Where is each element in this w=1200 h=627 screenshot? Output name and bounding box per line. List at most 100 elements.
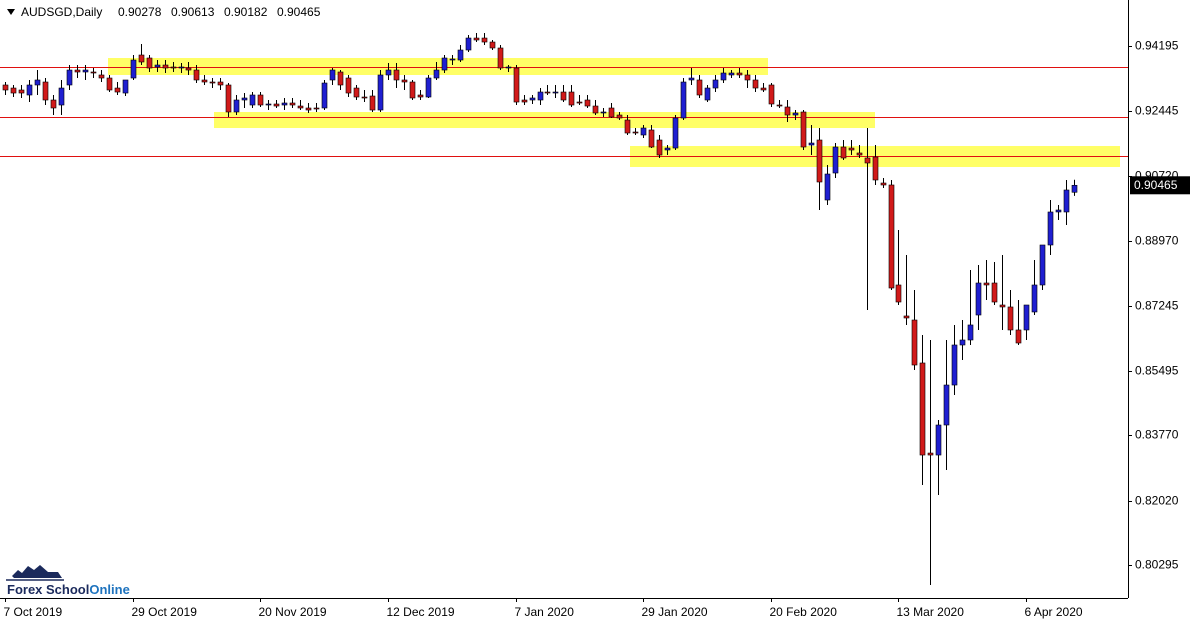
y-tick-label: 0.83770	[1135, 428, 1179, 442]
symbol: AUDSGD,Daily	[21, 5, 102, 19]
candle-body-up	[600, 111, 607, 114]
candle-body-up	[377, 74, 384, 111]
candle-body-down	[784, 106, 791, 116]
candle-body-down	[50, 99, 57, 109]
candle-body-down	[74, 69, 81, 73]
candle-body-down	[648, 129, 655, 148]
candle-body-up	[824, 173, 831, 201]
candle-body-up	[457, 49, 464, 61]
candle-body-down	[146, 57, 153, 69]
candle-body-up	[959, 339, 966, 346]
candle-body-up	[385, 69, 392, 76]
candle-body-down	[560, 91, 567, 101]
candle-body-up	[967, 324, 974, 341]
candle-body-up	[122, 79, 129, 94]
candle-body-down	[106, 77, 113, 91]
candle-body-down	[760, 87, 767, 91]
candle-body-up	[1039, 244, 1046, 286]
zones	[108, 58, 1120, 167]
candle-body-down	[840, 146, 847, 159]
candle-body-up	[537, 91, 544, 101]
logo-accent: Online	[89, 582, 129, 597]
candles	[2, 33, 1078, 585]
candle-body-down	[1015, 329, 1022, 344]
candle-body-down	[42, 81, 49, 101]
candle-body-up	[425, 77, 432, 98]
x-tick-label: 7 Jan 2020	[515, 605, 575, 619]
menu-arrow[interactable]	[7, 9, 15, 15]
x-tick-label: 29 Jan 2020	[642, 605, 708, 619]
candle-body-up	[975, 282, 982, 316]
candle-body-down	[568, 91, 575, 106]
candle-body-up	[1055, 209, 1062, 213]
x-tick-label: 29 Oct 2019	[132, 605, 198, 619]
candle-body-down	[991, 282, 998, 303]
y-tick-label: 0.82020	[1135, 494, 1179, 508]
x-tick-label: 6 Apr 2020	[1025, 605, 1083, 619]
candle-body-down	[393, 69, 400, 81]
candle-body-down	[848, 147, 855, 151]
candle-body-up	[792, 112, 799, 116]
y-tick-label: 0.94195	[1135, 39, 1179, 53]
candle-body-down	[999, 304, 1006, 308]
candle-body-down	[90, 71, 97, 74]
candle-body-up	[1063, 189, 1070, 213]
candle-body-down	[18, 89, 25, 94]
candle-body-down	[138, 54, 145, 63]
candle-body-down	[313, 107, 320, 110]
candle-body-up	[640, 127, 647, 136]
candle-body-down	[592, 105, 599, 114]
candle-body-up	[66, 69, 73, 86]
candle-body-up	[233, 99, 240, 113]
candle-body-up	[321, 82, 328, 109]
header-close: 0.90465	[277, 5, 321, 19]
candle-body-down	[289, 102, 296, 106]
header-low: 0.90182	[224, 5, 268, 19]
candle-body-down	[736, 72, 743, 76]
candle-body-down	[473, 37, 480, 41]
candle-body-down	[888, 184, 895, 289]
candle-body-down	[417, 94, 424, 98]
candle-body-down	[656, 139, 663, 156]
y-tick-label: 0.88970	[1135, 234, 1179, 248]
candle-body-down	[927, 452, 934, 456]
price-box-label: 0.90465	[1134, 178, 1178, 192]
candle-body-down	[816, 139, 823, 183]
candle-body-down	[911, 319, 918, 366]
candle-body-down	[864, 157, 871, 164]
price-zone	[108, 58, 768, 75]
candle-body-down	[497, 47, 504, 69]
candle-body-down	[584, 99, 591, 107]
candle-body-up	[951, 344, 958, 386]
logo-brand: Forex School	[7, 582, 89, 597]
price-box	[1130, 176, 1190, 195]
candle-body-down	[201, 79, 208, 83]
candle-body-down	[768, 84, 775, 105]
candle-body-down	[297, 105, 304, 109]
candle-body-down	[632, 131, 639, 134]
logo-icon	[12, 565, 62, 578]
candle-body-up	[505, 66, 512, 69]
candle-body-down	[489, 41, 496, 49]
candle-body-down	[273, 103, 280, 107]
candle-body-up	[704, 87, 711, 101]
candle-body-up	[552, 91, 559, 94]
candle-body-down	[576, 101, 583, 104]
candle-body-down	[409, 81, 416, 99]
x-tick-label: 20 Feb 2020	[770, 605, 838, 619]
candle-body-down	[800, 111, 807, 148]
candle-body-down	[257, 94, 264, 106]
candle-body-down	[919, 362, 926, 456]
candle-body-down	[752, 79, 759, 89]
candle-body-up	[943, 384, 950, 426]
candle-body-down	[481, 37, 488, 43]
candle-body-down	[744, 74, 751, 81]
header-open: 0.90278	[118, 5, 162, 19]
candle-body-down	[776, 104, 783, 107]
header-high: 0.90613	[171, 5, 215, 19]
candle-body-down	[903, 315, 910, 319]
x-tick-label: 20 Nov 2019	[259, 605, 327, 619]
candle-body-up	[720, 72, 727, 81]
